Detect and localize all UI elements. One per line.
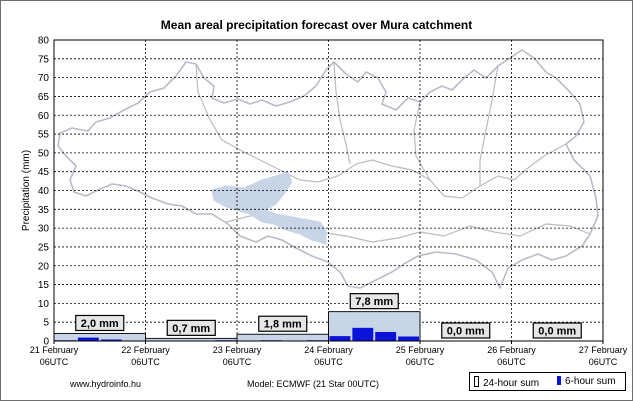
x-tick-label-time: 06UTC	[589, 357, 618, 367]
x-tick-label-time: 06UTC	[406, 357, 435, 367]
legend: 24-hour sum 6-hour sum	[469, 372, 626, 391]
daily-bar	[236, 333, 329, 342]
highlighted-sub-basin	[211, 171, 327, 245]
model-info: Model: ECMWF (21 Star 00UTC)	[247, 379, 380, 389]
y-tick-label: 55	[38, 130, 50, 141]
plot-area: 0 5 10 15 20 25 30 35 40 45 50 55 60 65 70 75 80 2,0 mm 0,…	[21, 36, 628, 368]
sub-basin-line-middle	[333, 61, 499, 186]
sub-basin-line-north	[195, 63, 567, 199]
value-label-box	[441, 322, 491, 339]
y-tick-label: 30	[38, 224, 50, 235]
value-label: 0,0 mm	[447, 326, 485, 338]
y-tick-label: 40	[38, 186, 50, 197]
value-label: 0,0 mm	[538, 326, 576, 338]
x-tick-label-date: 21 February	[30, 345, 79, 355]
x-tick-label-time: 06UTC	[314, 357, 343, 367]
y-tick-label: 5	[43, 318, 49, 329]
y-tick-label: 60	[38, 111, 50, 122]
value-label-box	[258, 315, 308, 332]
value-label-box	[532, 322, 582, 339]
sixhour-bar	[100, 339, 122, 341]
site-credit: www.hydroinfo.hu	[70, 379, 142, 389]
x-tick-label-time: 06UTC	[497, 357, 526, 367]
x-tick-label-date: 25 February	[396, 345, 445, 355]
value-label: 7,8 mm	[355, 296, 393, 308]
value-label: 1,8 mm	[264, 319, 302, 331]
x-tick-label-time: 06UTC	[223, 357, 252, 367]
x-tick-label-date: 22 February	[121, 345, 170, 355]
value-label-box	[75, 314, 125, 332]
daily-bar	[53, 333, 146, 342]
y-tick-label: 75	[38, 54, 50, 65]
y-tick-label: 20	[38, 261, 50, 272]
y-tick-label: 15	[38, 280, 50, 291]
x-tick-label-time: 06UTC	[131, 357, 160, 367]
y-tick-label: 45	[38, 167, 50, 178]
y-tick-label: 35	[38, 205, 50, 216]
sixhour-swatch-icon	[557, 376, 561, 385]
x-tick-label-date: 26 February	[487, 345, 536, 355]
x-tick-label-date: 27 February	[579, 345, 628, 355]
catchment-map	[57, 49, 599, 289]
x-tick-label-date: 23 February	[213, 345, 262, 355]
daily-bar	[328, 311, 421, 342]
y-tick-label: 70	[38, 73, 50, 84]
sixhour-bar	[352, 327, 374, 341]
legend-sixhour-label: 6-hour sum	[565, 376, 616, 387]
sixhour-bar	[398, 336, 419, 341]
chart-title: Mean areal precipitation forecast over M…	[160, 18, 473, 32]
sixhour-bar	[375, 331, 397, 341]
y-tick-label: 0	[43, 337, 49, 348]
daily-swatch-icon	[474, 376, 479, 387]
y-tick-label: 25	[38, 242, 50, 253]
y-tick-label: 50	[38, 148, 50, 159]
x-tick-label-time: 06UTC	[40, 357, 69, 367]
legend-item-daily: 24-hour sum	[474, 376, 539, 389]
x-tick-label-date: 24 February	[304, 345, 353, 355]
value-label-box	[166, 319, 216, 336]
value-label-box	[349, 293, 399, 310]
y-tick-label: 80	[38, 36, 50, 47]
y-tick-label: 65	[38, 92, 50, 103]
legend-item-sixhour: 6-hour sum	[557, 376, 616, 387]
value-label: 2,0 mm	[81, 318, 119, 330]
y-tick-label: 10	[38, 299, 50, 310]
value-label: 0,7 mm	[172, 323, 210, 335]
catchment-outline	[57, 49, 599, 289]
y-axis-label: Precipitation (mm)	[21, 150, 32, 231]
sixhour-bar	[329, 336, 351, 341]
legend-daily-label: 24-hour sum	[483, 378, 540, 389]
sixhour-bar	[77, 337, 99, 341]
